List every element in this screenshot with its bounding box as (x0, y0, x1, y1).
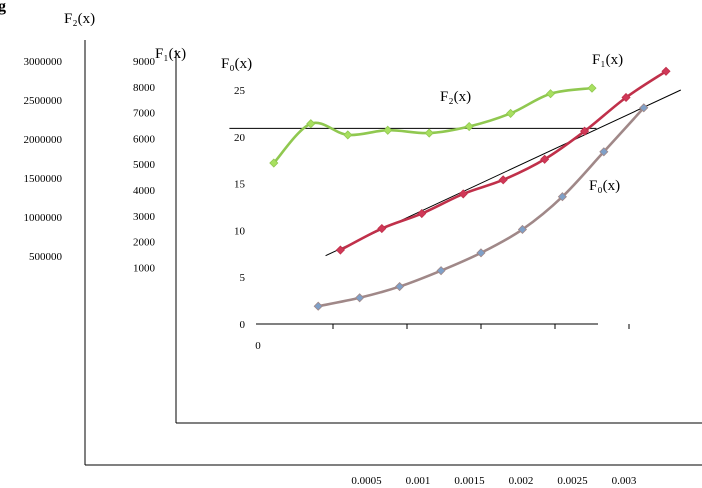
series-point (436, 266, 446, 276)
f0-ticks: 25 20 15 10 5 0 (234, 85, 246, 331)
series-line (272, 86, 593, 164)
f1-tick-label: 4000 (133, 185, 156, 197)
series-point (343, 130, 353, 140)
x-tick-label: 0.0005 (351, 475, 382, 487)
series-point (587, 83, 597, 93)
curve-label-f0: F₀(x) (589, 178, 620, 194)
series-point (355, 293, 365, 303)
f1-tick-label: 7000 (133, 108, 156, 120)
x-tick-label: 0.0015 (454, 475, 485, 487)
series-point (313, 301, 323, 311)
series-point (545, 89, 556, 99)
series-point (395, 281, 405, 292)
series-point (306, 119, 316, 129)
f1-tick-label: 6000 (133, 133, 156, 145)
f0-tick-label: 0 (240, 319, 246, 331)
series-line (339, 70, 667, 252)
f2-axis-title: F₂(x) (64, 11, 95, 27)
series-1 (335, 66, 671, 255)
f2-tick-label: 2500000 (24, 95, 63, 107)
series-point (540, 154, 550, 164)
f2-tick-label: 1500000 (24, 173, 63, 185)
x-tick-label: 0.001 (406, 475, 431, 487)
f1-tick-label: 1000 (133, 262, 156, 274)
series-point (517, 224, 528, 235)
series-point (621, 92, 631, 103)
f2-tick-label: 2000000 (24, 134, 63, 146)
x-tick-label: 0 (255, 340, 261, 352)
f0-tick-label: 25 (234, 85, 246, 97)
series-point (506, 108, 516, 118)
f0-tick-label: 15 (234, 179, 246, 191)
series-point (417, 208, 427, 219)
f2-tick-label: 3000000 (24, 56, 63, 68)
f0-tick-label: 10 (234, 225, 246, 237)
series-point (458, 189, 468, 199)
series-point (661, 66, 671, 76)
series-point (383, 125, 393, 135)
f2-ticks: 3000000 2500000 2000000 1500000 1000000 50000… (24, 56, 63, 263)
x-ticks: 0 0.0005 0.001 0.0015 0.002 0.0025 0.003 (255, 324, 637, 487)
series-point (498, 175, 508, 185)
series-2 (313, 103, 649, 311)
curve-label-f1: F₁(x) (592, 52, 623, 68)
f2-tick-label: 1000000 (24, 212, 63, 224)
f1-tick-label: 3000 (133, 211, 156, 223)
corner-glyph: g (0, 0, 6, 15)
series-point (424, 128, 434, 138)
series-point (464, 121, 474, 132)
f2-tick-label: 500000 (29, 251, 63, 263)
f1-axis-title: F₁(x) (155, 46, 186, 62)
f1-ticks: 9000 8000 7000 6000 5000 4000 3000 2000 1000 (133, 56, 156, 274)
f1-tick-label: 2000 (133, 237, 156, 249)
x-tick-label: 0.002 (509, 475, 534, 487)
series-point (580, 126, 590, 136)
reference-lines (229, 89, 682, 257)
f0-tick-label: 20 (234, 132, 246, 144)
series-point (599, 147, 609, 157)
series-layer (269, 66, 671, 311)
x-tick-label: 0.0025 (557, 475, 588, 487)
series-point (639, 103, 649, 113)
f1-tick-label: 9000 (133, 56, 156, 68)
series-point (557, 192, 567, 202)
series-line (317, 106, 645, 308)
f1-tick-label: 5000 (133, 159, 156, 171)
series-point (377, 223, 387, 234)
series-point (476, 248, 486, 258)
series-point (269, 158, 279, 168)
f0-axis-title: F₀(x) (221, 56, 252, 72)
curve-label-f2: F₂(x) (440, 89, 471, 105)
f1-tick-label: 8000 (133, 82, 156, 94)
series-point (335, 245, 345, 255)
series-0 (269, 83, 597, 168)
x-tick-label: 0.003 (612, 475, 637, 487)
f0-tick-label: 5 (240, 272, 246, 284)
